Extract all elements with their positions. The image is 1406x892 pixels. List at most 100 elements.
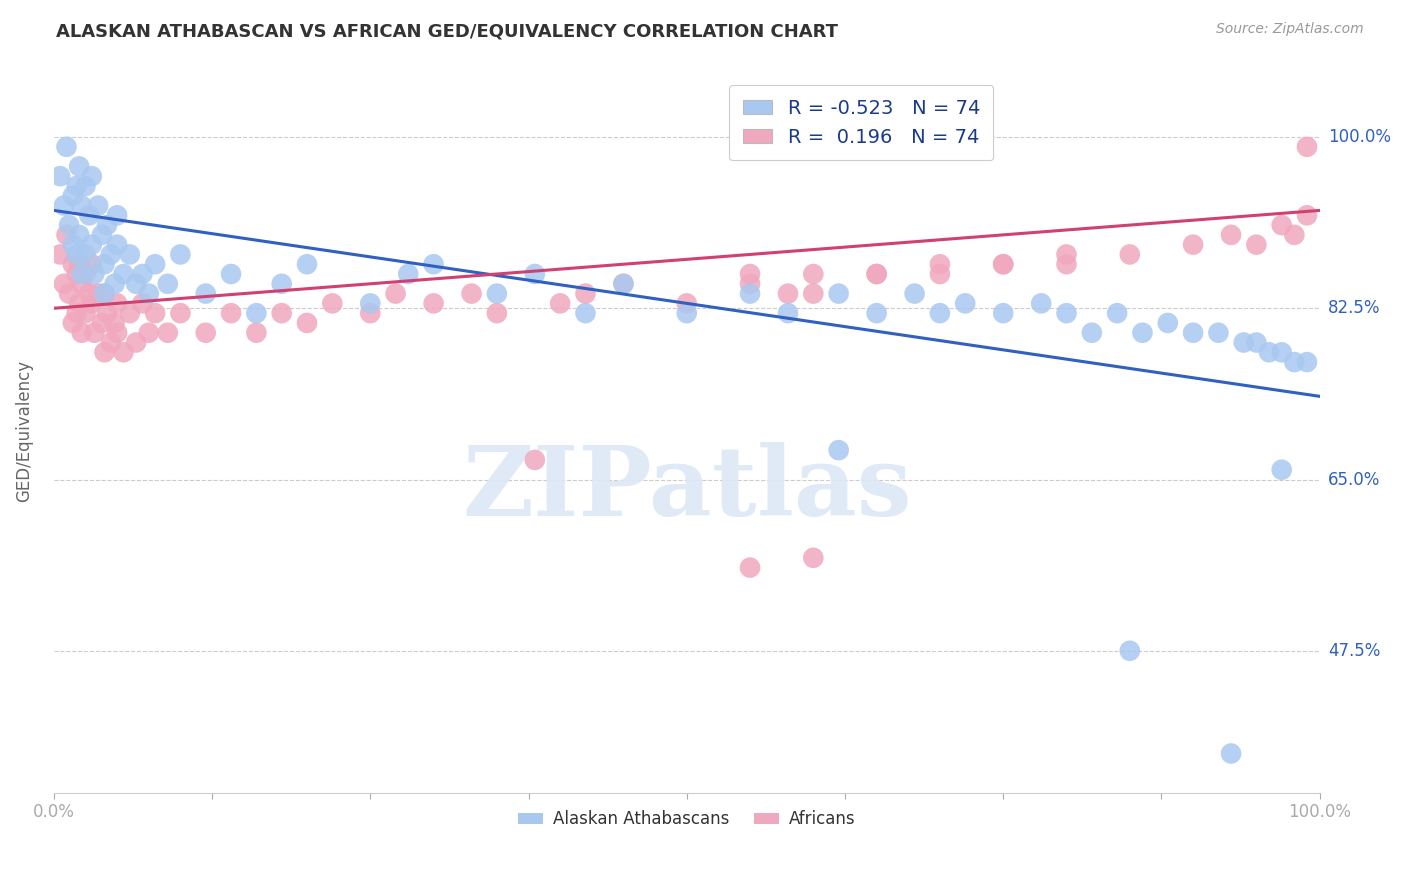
- Text: ZIPatlas: ZIPatlas: [463, 442, 911, 535]
- Point: [1208, 326, 1230, 340]
- Point: [105, 326, 128, 340]
- Point: [993, 257, 1015, 271]
- Point: [1296, 208, 1319, 222]
- Point: [270, 277, 292, 291]
- Point: [143, 306, 166, 320]
- Point: [80, 237, 103, 252]
- Point: [80, 169, 103, 183]
- Point: [1271, 463, 1294, 477]
- Point: [738, 286, 761, 301]
- Point: [131, 267, 153, 281]
- Point: [62, 237, 84, 252]
- Point: [49, 247, 72, 261]
- Point: [776, 306, 799, 320]
- Point: [105, 237, 128, 252]
- Point: [1107, 306, 1129, 320]
- Point: [80, 296, 103, 310]
- Point: [105, 208, 128, 222]
- Point: [83, 326, 105, 340]
- Point: [87, 286, 110, 301]
- Point: [143, 257, 166, 271]
- Point: [104, 277, 127, 291]
- Text: 47.5%: 47.5%: [1329, 641, 1381, 660]
- Text: 82.5%: 82.5%: [1329, 300, 1381, 318]
- Point: [194, 286, 217, 301]
- Point: [929, 257, 952, 271]
- Point: [422, 257, 444, 271]
- Point: [801, 550, 824, 565]
- Point: [1182, 237, 1205, 252]
- Point: [523, 453, 546, 467]
- Point: [993, 306, 1015, 320]
- Point: [1056, 257, 1078, 271]
- Point: [118, 306, 141, 320]
- Point: [1157, 316, 1180, 330]
- Point: [67, 160, 90, 174]
- Point: [485, 286, 508, 301]
- Point: [125, 335, 148, 350]
- Point: [156, 277, 179, 291]
- Point: [738, 560, 761, 574]
- Text: ALASKAN ATHABASCAN VS AFRICAN GED/EQUIVALENCY CORRELATION CHART: ALASKAN ATHABASCAN VS AFRICAN GED/EQUIVA…: [56, 22, 838, 40]
- Point: [929, 306, 952, 320]
- Point: [52, 198, 75, 212]
- Point: [929, 267, 952, 281]
- Point: [738, 277, 761, 291]
- Legend: Alaskan Athabascans, Africans: Alaskan Athabascans, Africans: [512, 804, 862, 835]
- Point: [67, 257, 90, 271]
- Point: [1233, 335, 1256, 350]
- Point: [70, 198, 93, 212]
- Point: [131, 296, 153, 310]
- Point: [295, 257, 318, 271]
- Point: [80, 257, 103, 271]
- Point: [75, 178, 97, 193]
- Point: [1056, 247, 1078, 261]
- Point: [1031, 296, 1053, 310]
- Point: [55, 140, 77, 154]
- Point: [67, 227, 90, 242]
- Point: [77, 286, 100, 301]
- Point: [87, 198, 110, 212]
- Point: [112, 267, 135, 281]
- Point: [75, 247, 97, 261]
- Point: [295, 316, 318, 330]
- Point: [1246, 237, 1268, 252]
- Point: [219, 267, 242, 281]
- Point: [156, 326, 179, 340]
- Point: [865, 267, 887, 281]
- Point: [55, 227, 77, 242]
- Point: [827, 286, 849, 301]
- Point: [396, 267, 419, 281]
- Point: [574, 286, 596, 301]
- Point: [612, 277, 634, 291]
- Point: [523, 267, 546, 281]
- Point: [75, 306, 97, 320]
- Point: [65, 267, 87, 281]
- Point: [993, 257, 1015, 271]
- Point: [194, 326, 217, 340]
- Point: [93, 286, 115, 301]
- Point: [1284, 355, 1306, 369]
- Point: [70, 267, 93, 281]
- Point: [1182, 326, 1205, 340]
- Point: [1296, 140, 1319, 154]
- Point: [675, 296, 697, 310]
- Point: [321, 296, 343, 310]
- Point: [1132, 326, 1154, 340]
- Point: [52, 277, 75, 291]
- Text: Source: ZipAtlas.com: Source: ZipAtlas.com: [1216, 22, 1364, 37]
- Point: [1271, 345, 1294, 359]
- Point: [138, 286, 160, 301]
- Point: [574, 306, 596, 320]
- Point: [359, 296, 381, 310]
- Point: [62, 188, 84, 202]
- Point: [1119, 644, 1142, 658]
- Point: [1220, 227, 1243, 242]
- Point: [738, 267, 761, 281]
- Point: [105, 296, 128, 310]
- Text: 65.0%: 65.0%: [1329, 470, 1381, 489]
- Point: [100, 335, 122, 350]
- Point: [104, 316, 127, 330]
- Point: [1258, 345, 1281, 359]
- Point: [903, 286, 925, 301]
